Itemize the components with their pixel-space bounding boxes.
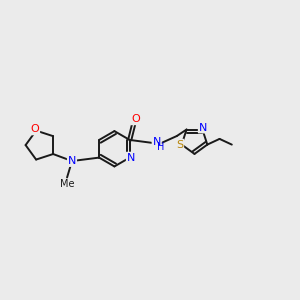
Text: O: O: [31, 124, 39, 134]
Text: N: N: [68, 156, 76, 166]
Text: O: O: [131, 114, 140, 124]
Text: N: N: [127, 153, 135, 163]
Text: H: H: [157, 142, 164, 152]
Text: N: N: [199, 122, 207, 133]
Text: N: N: [152, 137, 161, 147]
Text: Me: Me: [60, 179, 74, 189]
Text: S: S: [176, 140, 183, 150]
